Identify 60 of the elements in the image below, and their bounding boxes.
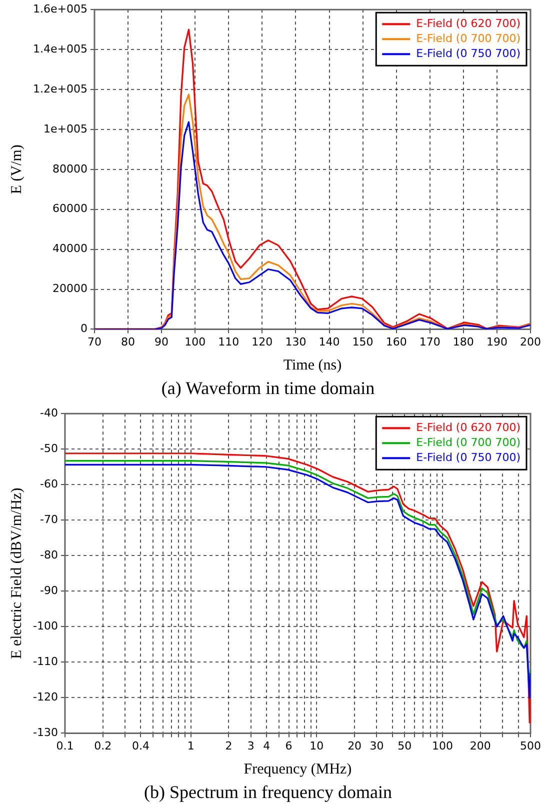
x-tick-label: 200 bbox=[520, 336, 541, 349]
x-tick-label: 150 bbox=[352, 336, 374, 349]
x-tick-label: 100 bbox=[432, 740, 454, 753]
legend-label: E-Field (0 700 700) bbox=[416, 436, 521, 449]
x-tick-label: 2 bbox=[225, 740, 232, 753]
y-tick-label: -120 bbox=[32, 690, 58, 704]
y-tick-label: 1.2e+005 bbox=[32, 82, 88, 96]
x-tick-label: 10 bbox=[310, 740, 324, 753]
y-tick-label: -130 bbox=[32, 726, 58, 740]
x-axis-title: Time (ns) bbox=[283, 357, 342, 374]
y-tick-label: 1.6e+005 bbox=[32, 2, 88, 16]
y-tick-label: -40 bbox=[40, 406, 58, 420]
x-tick-label: 70 bbox=[87, 336, 102, 349]
legend-label: E-Field (0 750 700) bbox=[416, 46, 521, 60]
x-tick-label: 200 bbox=[470, 740, 491, 753]
y-tick-label: -80 bbox=[40, 548, 58, 562]
x-tick-label: 190 bbox=[486, 336, 508, 349]
x-tick-label: 0.2 bbox=[94, 740, 112, 753]
y-tick-label: -70 bbox=[40, 512, 58, 526]
x-tick-label: 140 bbox=[318, 336, 340, 349]
y-tick-label: 20000 bbox=[52, 282, 88, 296]
x-tick-label: 130 bbox=[285, 336, 306, 349]
x-tick-label: 120 bbox=[252, 336, 273, 349]
y-axis-title: E electric Field (dBV/m/Hz) bbox=[8, 488, 25, 659]
x-tick-label: 30 bbox=[370, 740, 384, 753]
x-tick-label: 1 bbox=[187, 740, 194, 753]
x-axis-title: Frequency (MHz) bbox=[244, 761, 352, 778]
y-tick-label: -100 bbox=[32, 620, 58, 633]
y-axis-title: E (V/m) bbox=[8, 144, 25, 194]
y-tick-label: -50 bbox=[40, 442, 58, 455]
y-tick-label: 40000 bbox=[52, 242, 88, 256]
x-tick-label: 170 bbox=[419, 336, 440, 349]
x-tick-label: 6 bbox=[285, 740, 292, 753]
text: (b) Spectrum in frequency domain bbox=[144, 782, 392, 802]
y-tick-label: -110 bbox=[32, 655, 58, 668]
y-tick-label: 60000 bbox=[52, 202, 88, 216]
x-tick-label: 500 bbox=[520, 740, 541, 753]
y-tick-label: -60 bbox=[40, 477, 58, 490]
legend-label: E-Field (0 620 700) bbox=[416, 420, 521, 434]
x-tick-label: 80 bbox=[121, 336, 136, 349]
y-tick-label: 1e+005 bbox=[43, 122, 88, 136]
x-tick-label: 0.4 bbox=[132, 740, 150, 753]
x-tick-label: 20 bbox=[348, 740, 362, 753]
y-tick-label: 80000 bbox=[52, 162, 88, 176]
x-tick-label: 90 bbox=[154, 336, 169, 349]
x-tick-label: 50 bbox=[398, 740, 412, 753]
x-tick-label: 180 bbox=[452, 336, 474, 349]
x-tick-label: 4 bbox=[263, 740, 270, 753]
text: (a) Waveform in time domain bbox=[161, 378, 375, 398]
legend-label: E-Field (0 620 700) bbox=[416, 16, 521, 30]
y-tick-label: 0 bbox=[80, 322, 88, 336]
legend-label: E-Field (0 750 700) bbox=[416, 450, 521, 464]
x-tick-label: 3 bbox=[247, 740, 254, 753]
y-tick-label: -90 bbox=[40, 584, 58, 598]
x-tick-label: 160 bbox=[386, 336, 407, 349]
x-tick-label: 100 bbox=[184, 336, 206, 349]
x-tick-label: 110 bbox=[218, 336, 240, 349]
y-tick-label: 1.4e+005 bbox=[32, 42, 88, 56]
x-tick-label: 0.1 bbox=[56, 740, 74, 753]
legend-label: E-Field (0 700 700) bbox=[416, 32, 521, 45]
